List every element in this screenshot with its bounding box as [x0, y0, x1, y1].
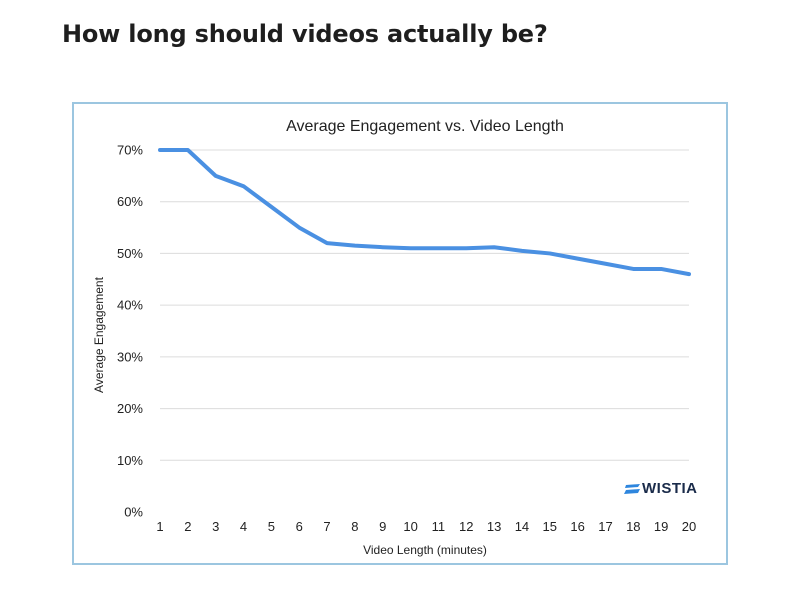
y-tick-label: 20%	[117, 401, 143, 416]
y-tick-label: 50%	[117, 246, 143, 261]
y-tick-label: 10%	[117, 453, 143, 468]
x-tick-label: 3	[212, 519, 219, 534]
x-tick-label: 14	[515, 519, 529, 534]
y-tick-label: 60%	[117, 194, 143, 209]
x-tick-label: 19	[654, 519, 668, 534]
x-tick-label: 1	[156, 519, 163, 534]
y-axis-ticks: 0% 10% 20% 30% 40% 50% 60% 70%	[117, 143, 143, 520]
x-tick-label: 4	[240, 519, 247, 534]
y-tick-label: 0%	[124, 505, 143, 520]
x-tick-label: 6	[296, 519, 303, 534]
x-tick-label: 8	[351, 519, 358, 534]
x-tick-label: 2	[184, 519, 191, 534]
x-tick-label: 12	[459, 519, 473, 534]
y-axis-label: Average Engagement	[92, 276, 106, 393]
chart-title: Average Engagement vs. Video Length	[286, 118, 564, 135]
x-tick-label: 10	[403, 519, 417, 534]
x-tick-label: 18	[626, 519, 640, 534]
x-tick-label: 11	[432, 519, 446, 534]
x-tick-label: 15	[543, 519, 557, 534]
x-tick-label: 7	[323, 519, 330, 534]
x-tick-label: 17	[598, 519, 612, 534]
x-tick-label: 5	[268, 519, 275, 534]
engagement-line-chart: Average Engagement vs. Video Length 0% 10…	[92, 118, 698, 557]
wistia-logo: WISTIA	[624, 480, 698, 497]
x-tick-label: 20	[682, 519, 696, 534]
page-title: How long should videos actually be?	[62, 20, 548, 48]
y-tick-label: 70%	[117, 143, 143, 158]
x-tick-label: 13	[487, 519, 501, 534]
chart-frame: Average Engagement vs. Video Length 0% 10…	[72, 102, 728, 565]
x-tick-label: 9	[379, 519, 386, 534]
series-line-average-engagement	[158, 148, 691, 277]
x-axis-ticks: 1 2 3 4 5 6 7 8 9 10 11 12 13 14 15 16 17 18 19 20	[156, 519, 696, 534]
y-tick-label: 30%	[117, 349, 143, 364]
gridlines	[160, 149, 689, 461]
y-tick-label: 40%	[117, 298, 143, 313]
x-axis-label: Video Length (minutes)	[363, 543, 487, 557]
wistia-wordmark: WISTIA	[642, 480, 698, 497]
x-tick-label: 16	[570, 519, 584, 534]
wistia-logo-icon	[624, 484, 640, 494]
